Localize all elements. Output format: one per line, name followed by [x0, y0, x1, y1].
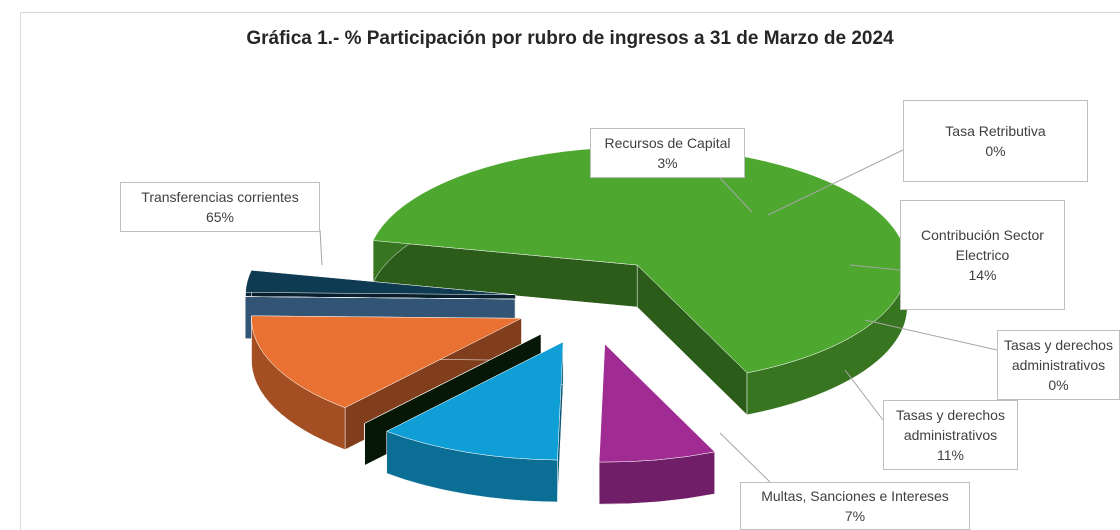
slice-top: [251, 315, 522, 408]
data-label: Recursos de Capital 3%: [590, 128, 745, 178]
slice-top: [372, 146, 908, 374]
value-label: 7%: [844, 508, 866, 524]
leader-line: [767, 149, 904, 216]
value-label: 14%: [968, 267, 997, 283]
data-label: Transferencias corrientes 65%: [120, 182, 320, 232]
chart-border: [20, 12, 1120, 530]
leader-line: [319, 229, 323, 266]
category-label: Tasa Retributiva: [945, 123, 1046, 139]
category-label: Tasas y derechos administrativos: [896, 407, 1005, 443]
value-label: 0%: [985, 143, 1006, 159]
slice-top: [386, 341, 564, 461]
category-label: Transferencias corrientes: [141, 189, 299, 205]
data-label: Contribución Sector Electrico 14%: [900, 200, 1065, 310]
value-label: 65%: [205, 209, 235, 225]
value-label: 3%: [657, 155, 678, 171]
slice: [598, 343, 716, 505]
data-label: Tasas y derechos administrativos 0%: [997, 330, 1120, 400]
slice-top: [245, 270, 516, 296]
category-label: Contribución Sector Electrico: [921, 227, 1044, 263]
category-label: Recursos de Capital: [604, 135, 731, 151]
leader-line: [719, 177, 753, 213]
data-label: Multas, Sanciones e Intereses 7%: [740, 482, 970, 530]
slice-top: [598, 343, 716, 463]
data-label: Tasas y derechos administrativos 11%: [883, 400, 1018, 470]
value-label: 11%: [937, 447, 964, 463]
slice-top: [245, 296, 516, 300]
leader-line: [844, 369, 884, 421]
data-label: Tasa Retributiva 0%: [903, 100, 1088, 182]
leader-line: [719, 432, 771, 483]
leader-line: [864, 319, 998, 351]
chart-title: Gráfica 1.- % Participación por rubro de…: [246, 28, 894, 49]
leader-line: [849, 264, 901, 271]
category-label: Multas, Sanciones e Intereses: [761, 488, 949, 504]
value-label: 0%: [1048, 377, 1069, 393]
category-label: Tasas y derechos administrativos: [1004, 337, 1113, 373]
slice-top: [364, 333, 542, 424]
slice: [386, 341, 564, 503]
slice: [372, 146, 908, 416]
